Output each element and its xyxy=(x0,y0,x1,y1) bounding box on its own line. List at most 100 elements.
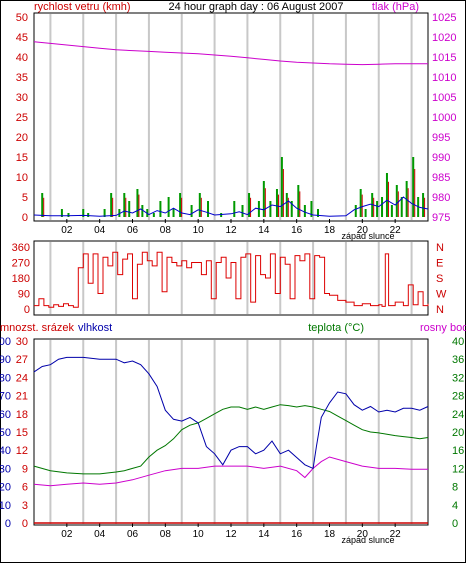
dewpoint-axis-label: rosny bod xyxy=(420,322,466,334)
humidity-x-ticks: 02 04 06 08 10 12 14 16 18 20 22 xyxy=(61,523,401,540)
x-tick-label: 12 xyxy=(225,529,237,540)
humidity-tick-label: 80 xyxy=(0,372,11,384)
x-tick-label: 14 xyxy=(258,225,270,236)
humidity-tick-label: 0 xyxy=(5,518,11,530)
x-tick-label: 22 xyxy=(390,529,402,540)
wind-tick-label: 45 xyxy=(16,32,28,44)
x-tick-label: 12 xyxy=(225,225,237,236)
wind-speed-axis-label: rychlost vetru (kmh) xyxy=(34,1,131,13)
pressure-tick-label: 995 xyxy=(432,132,450,144)
temperature-tick-label: 20 xyxy=(452,427,464,439)
direction-compass-tick-label: N xyxy=(436,304,444,316)
temperature-tick-label: 36 xyxy=(452,354,464,366)
direction-degree-tick-label: 180 xyxy=(12,273,30,285)
chart-title: 24 hour graph day : 06 August 2007 xyxy=(169,1,344,13)
pressure-tick-label: 975 xyxy=(432,212,450,224)
temperature-tick-label: 16 xyxy=(452,445,464,457)
temperature-axis-label: teplota (°C) xyxy=(308,322,364,334)
x-tick-label: 20 xyxy=(357,225,369,236)
x-tick-label: 02 xyxy=(61,225,73,236)
sunset-annotation-lower: západ slunce xyxy=(341,535,394,545)
wind-tick-label: 50 xyxy=(16,12,28,24)
wind-tick-label: 5 xyxy=(22,192,28,204)
x-tick-label: 06 xyxy=(127,225,139,236)
humidity-tick-label: 60 xyxy=(0,409,11,421)
wind-tick-label: 20 xyxy=(16,132,28,144)
pressure-tick-label: 985 xyxy=(432,172,450,184)
pressure-tick-label: 1015 xyxy=(432,52,456,64)
pressure-ticks: 975 980 985 990 995 1000 1005 1010 1015 1020 1025 xyxy=(432,12,456,224)
direction-compass-tick-label: W xyxy=(436,289,447,301)
humidity-axis-label: vlhkost xyxy=(78,322,112,334)
rain-axis-label: mnozst. srázek xyxy=(0,322,74,334)
humidity-tick-label: 30 xyxy=(0,463,11,475)
humidity-tick-label: 100 xyxy=(0,336,11,348)
x-tick-label: 04 xyxy=(94,529,106,540)
rain-tick-label: 27 xyxy=(16,354,28,366)
wind-pressure-panel: rychlost vetru (kmh) 24 hour graph day :… xyxy=(16,1,457,241)
wind-tick-label: 40 xyxy=(16,52,28,64)
x-tick-label: 02 xyxy=(61,529,73,540)
dewpoint-series-line xyxy=(33,456,428,487)
pressure-tick-label: 1005 xyxy=(432,92,456,104)
pressure-tick-label: 1020 xyxy=(432,32,456,44)
rain-tick-label: 6 xyxy=(22,482,28,494)
x-tick-label: 16 xyxy=(291,529,303,540)
x-tick-label: 16 xyxy=(291,225,303,236)
pressure-tick-label: 980 xyxy=(432,192,450,204)
temperature-tick-label: 24 xyxy=(452,409,464,421)
rain-ticks: 0 3 6 9 12 15 18 21 24 27 30 xyxy=(16,336,28,530)
humidity-tick-label: 50 xyxy=(0,427,11,439)
x-tick-label: 08 xyxy=(160,225,172,236)
temperature-tick-label: 8 xyxy=(452,482,458,494)
x-tick-label: 18 xyxy=(324,225,336,236)
humidity-tick-label: 20 xyxy=(0,482,11,494)
pressure-tick-label: 1010 xyxy=(432,72,456,84)
wind-tick-label: 35 xyxy=(16,72,28,84)
humidity-ticks: 0 10 20 30 40 50 60 70 80 90 100 xyxy=(0,336,11,530)
temperature-series-line xyxy=(33,404,429,475)
x-tick-label: 20 xyxy=(357,529,369,540)
x-tick-label: 10 xyxy=(193,225,205,236)
pressure-tick-label: 990 xyxy=(432,152,450,164)
x-tick-label: 18 xyxy=(324,529,336,540)
x-tick-label: 04 xyxy=(94,225,106,236)
wind-tick-label: 10 xyxy=(16,172,28,184)
direction-compass-tick-label: S xyxy=(436,273,443,285)
temperature-ticks: 0 4 8 12 16 20 24 28 32 36 40 xyxy=(452,336,464,530)
wind-average-series-line xyxy=(33,196,429,217)
rain-tick-label: 12 xyxy=(16,445,28,457)
wind-x-ticks: 02 04 06 08 10 12 14 16 18 20 22 xyxy=(61,219,401,236)
temperature-tick-label: 28 xyxy=(452,391,464,403)
direction-compass-tick-label: N xyxy=(436,242,444,254)
rain-tick-label: 30 xyxy=(16,336,28,348)
rain-tick-label: 9 xyxy=(22,463,28,475)
direction-degree-tick-label: 90 xyxy=(18,289,30,301)
temperature-tick-label: 32 xyxy=(452,372,464,384)
wind-tick-label: 25 xyxy=(16,112,28,124)
direction-degree-tick-label: 270 xyxy=(12,258,30,270)
humidity-tick-label: 90 xyxy=(0,354,11,366)
humidity-tick-label: 70 xyxy=(0,391,11,403)
humidity-grid xyxy=(49,340,413,524)
pressure-axis-label: tlak (hPa) xyxy=(372,1,419,13)
direction-degree-ticks: 0 90 180 270 360 xyxy=(12,242,30,316)
wind-tick-label: 15 xyxy=(16,152,28,164)
temperature-tick-label: 40 xyxy=(452,336,464,348)
wind-direction-series-line xyxy=(34,251,429,308)
humidity-tick-label: 40 xyxy=(0,445,11,457)
rain-tick-label: 3 xyxy=(22,500,28,512)
direction-degree-tick-label: 0 xyxy=(24,304,30,316)
pressure-series-line xyxy=(33,41,428,66)
direction-compass-tick-label: E xyxy=(436,258,443,270)
rain-tick-label: 24 xyxy=(16,372,28,384)
rain-tick-label: 18 xyxy=(16,409,28,421)
wind-pressure-grid xyxy=(49,14,413,220)
x-tick-label: 22 xyxy=(390,225,402,236)
temperature-tick-label: 12 xyxy=(452,463,464,475)
pressure-tick-label: 1025 xyxy=(432,12,456,24)
humidity-plot-area xyxy=(33,338,429,526)
